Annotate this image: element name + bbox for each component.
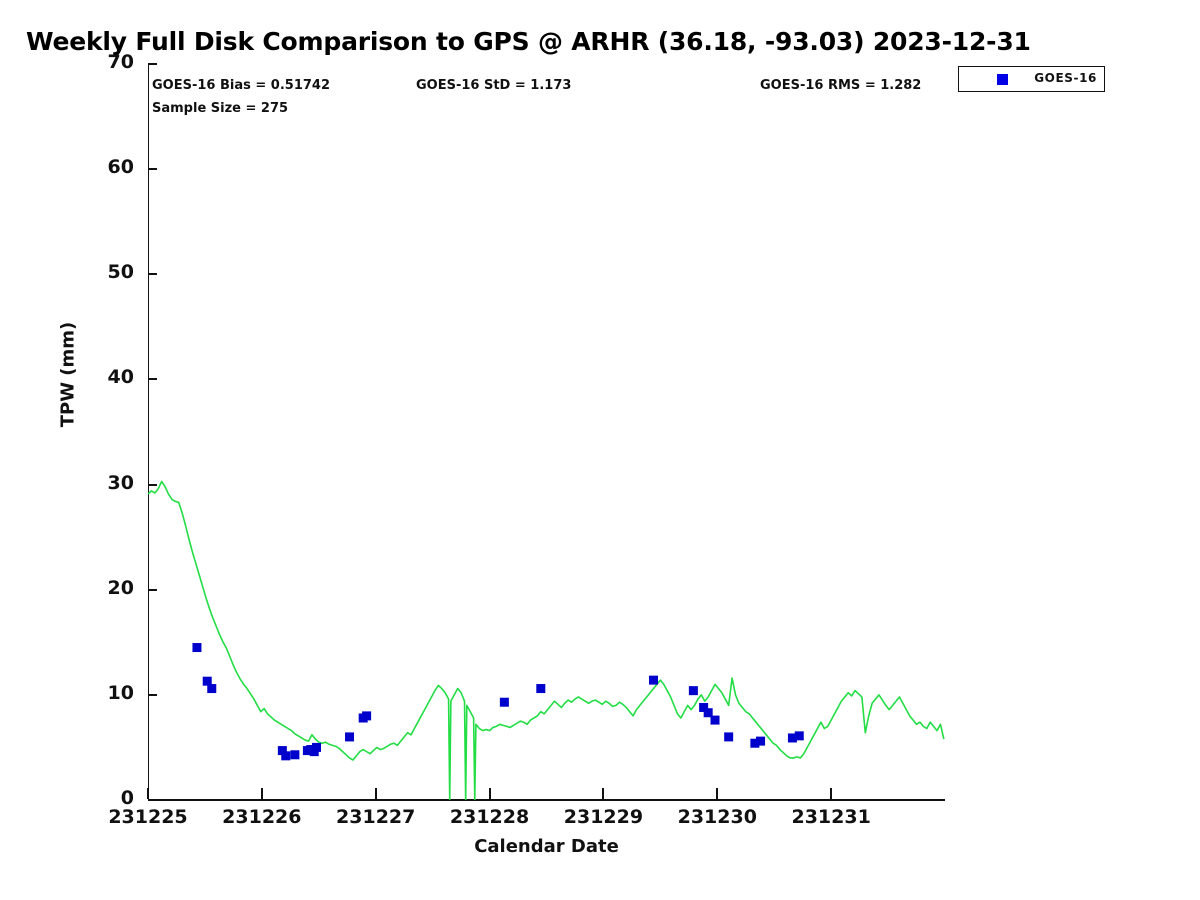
legend: GOES-16 [958,66,1105,92]
goes16-data-point [688,686,698,696]
x-tick-231230 [716,788,719,799]
x-tick-231229 [602,788,605,799]
x-tick-label-231230: 231230 [677,806,757,828]
gps-line-path [148,480,945,800]
goes16-scatter-series [192,643,804,761]
goes16-data-point [312,742,322,752]
goes16-data-point [192,643,202,653]
plot-area: 0 10 20 30 40 50 60 70 231225 231226 231227 231228… [58,51,945,857]
goes16-data-point [536,684,546,694]
goes16-data-point [710,715,720,725]
goes16-data-point [290,750,300,760]
goes16-data-point [699,702,709,712]
y-tick-label-10: 10 [107,681,134,704]
x-tick-231227 [374,788,377,799]
x-tick-label-231229: 231229 [563,806,644,828]
goes16-data-point [281,751,291,761]
y-tick-40 [148,378,157,381]
y-axis-label: TPW (mm) [57,321,79,428]
gps-line-series [148,480,945,800]
x-tick-231226 [260,788,263,799]
annotation-std: GOES-16 StD = 1.173 [416,78,572,93]
y-tick-20 [148,588,157,591]
goes16-data-point [207,684,217,694]
page-title: Weekly Full Disk Comparison to GPS @ ARH… [26,27,1031,56]
x-tick-label-231225: 231225 [108,806,188,828]
goes16-data-point [794,731,804,741]
x-tick-label-231228: 231228 [449,806,530,828]
x-tick-label-231226: 231226 [222,806,302,828]
y-tick-label-70: 70 [107,51,134,73]
annotation-bias: GOES-16 Bias = 0.51742 [152,78,331,93]
goes16-data-point [362,711,372,721]
goes16-data-point [649,675,659,685]
goes16-data-point [750,738,760,748]
x-axis-label: Calendar Date [474,836,619,857]
goes16-data-point [724,732,734,742]
x-tick-label-231227: 231227 [336,806,416,828]
goes16-data-point [277,746,287,756]
annotation-rms: GOES-16 RMS = 1.282 [760,78,922,93]
x-axis-spine [148,799,945,801]
x-tick-label-231231: 231231 [791,806,871,828]
goes16-data-point [703,708,713,718]
y-tick-60 [148,168,157,171]
x-tick-231225 [147,788,149,799]
y-axis-spine [148,64,149,800]
y-tick-label-30: 30 [107,471,134,494]
goes16-data-point [345,732,355,742]
y-tick-label-20: 20 [107,576,134,599]
goes16-data-point [202,676,212,686]
x-tick-231231 [830,788,833,799]
goes16-data-point [787,733,797,743]
y-tick-70 [148,63,157,65]
y-tick-label-60: 60 [107,156,134,179]
y-tick-0 [148,799,157,801]
y-tick-label-50: 50 [107,261,134,284]
plot-canvas [148,480,945,800]
y-tick-30 [148,483,157,486]
y-tick-label-40: 40 [107,366,134,389]
goes16-data-point [756,736,766,746]
y-tick-50 [148,273,157,276]
legend-marker-goes16-icon [997,74,1008,85]
annotation-sample-size: Sample Size = 275 [152,101,289,116]
y-tick-10 [148,693,157,696]
x-tick-231228 [488,788,491,799]
y-tick-label-0: 0 [120,787,134,809]
legend-label-goes16: GOES-16 [1034,71,1097,85]
goes16-data-point [499,697,509,707]
